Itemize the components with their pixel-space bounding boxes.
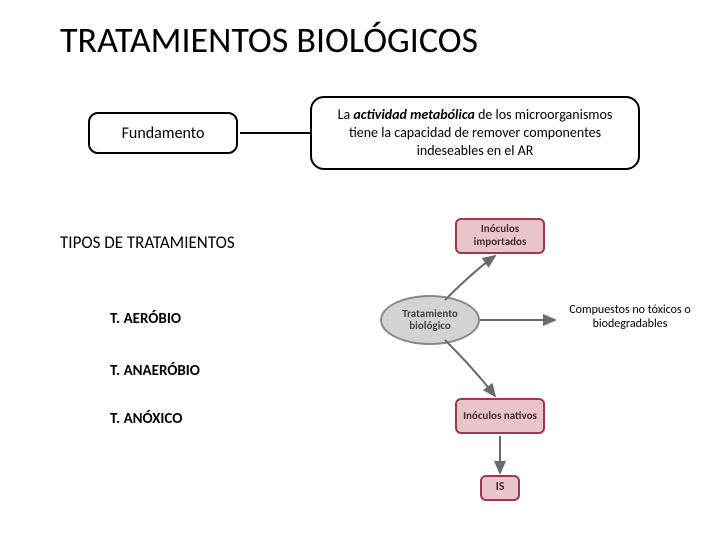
tipo-anaerobio: T. ANAERÓBIO [110, 362, 200, 380]
inoculos-nativos-box: Inóculos nativos [455, 398, 545, 434]
tipos-heading: TIPOS DE TRATAMIENTOS [60, 232, 235, 253]
explain-prefix: La [338, 106, 354, 123]
fundamento-label: Fundamento [122, 124, 205, 143]
connector-line [240, 132, 310, 134]
arrows-layer [0, 0, 720, 540]
inoculos-importados-label: Inóculos importados [461, 223, 539, 248]
is-box: IS [480, 475, 520, 501]
inoculos-nativos-label: Inóculos nativos [463, 410, 537, 423]
explain-box: La actividad metabólica de los microorga… [310, 96, 640, 170]
tratamiento-oval: Tratamiento biológico [380, 295, 480, 345]
page-title: TRATAMIENTOS BIOLÓGICOS [60, 18, 478, 62]
explain-text: La actividad metabólica de los microorga… [322, 106, 628, 161]
compuestos-text: Compuestos no tóxicos o biodegradables [555, 303, 705, 332]
tratamiento-label: Tratamiento biológico [382, 308, 478, 332]
arrow-oval-imp [445, 256, 495, 300]
is-label: IS [496, 481, 505, 495]
fundamento-box: Fundamento [88, 112, 238, 154]
explain-emphasis: actividad metabólica [353, 106, 475, 123]
tipo-aerobio: T. AERÓBIO [110, 310, 181, 328]
inoculos-importados-box: Inóculos importados [455, 218, 545, 254]
arrow-oval-nat [445, 340, 495, 396]
tipo-anoxico: T. ANÓXICO [110, 410, 182, 428]
